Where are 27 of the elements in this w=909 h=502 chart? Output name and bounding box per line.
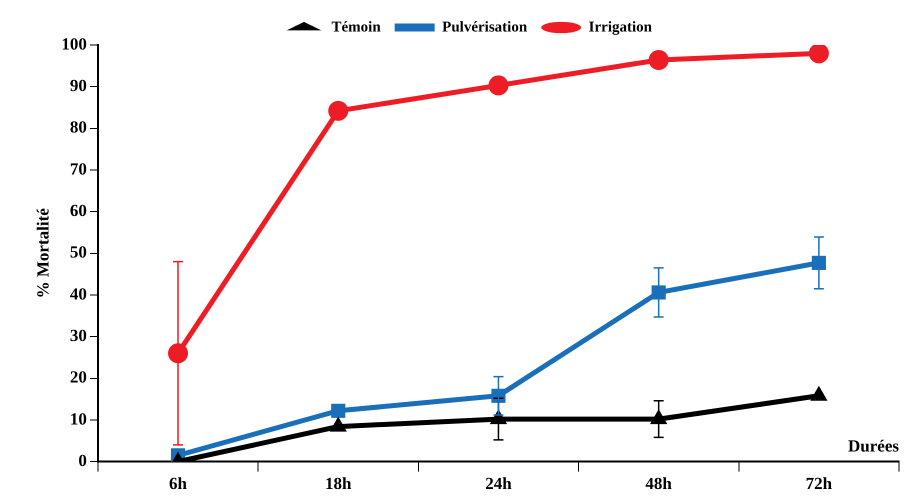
y-axis-title: % Mortalité bbox=[34, 208, 53, 298]
y-tick-label: 60 bbox=[70, 201, 87, 220]
legend-label: Irrigation bbox=[588, 19, 653, 36]
x-tick-label: 48h bbox=[645, 474, 672, 494]
y-tick-label: 100 bbox=[61, 34, 87, 54]
y-tick-label: 50 bbox=[70, 242, 87, 262]
x-tick-label: 24h bbox=[485, 474, 512, 494]
point bbox=[648, 50, 669, 70]
legend-label: Témoin bbox=[332, 19, 382, 36]
y-tick-label: 20 bbox=[70, 368, 87, 387]
point bbox=[330, 416, 347, 432]
y-tick-label: 90 bbox=[70, 76, 87, 96]
x-tick-label: 6h bbox=[169, 474, 188, 494]
y-tick-label: 70 bbox=[70, 159, 87, 178]
y-tick-label: 30 bbox=[70, 326, 87, 346]
x-tick-label: 72h bbox=[806, 474, 833, 494]
y-tick-label: 80 bbox=[70, 118, 87, 137]
point bbox=[488, 75, 508, 96]
point bbox=[810, 386, 828, 401]
y-tick-label: 10 bbox=[70, 409, 87, 428]
x-axis-title: Durées bbox=[848, 436, 900, 456]
legend-label: Pulvérisation bbox=[442, 19, 528, 36]
y-tick-label: 40 bbox=[70, 284, 87, 304]
point bbox=[328, 100, 348, 121]
y-tick-label: 0 bbox=[78, 450, 87, 470]
point bbox=[808, 45, 829, 64]
x-tick-label: 18h bbox=[324, 474, 352, 494]
